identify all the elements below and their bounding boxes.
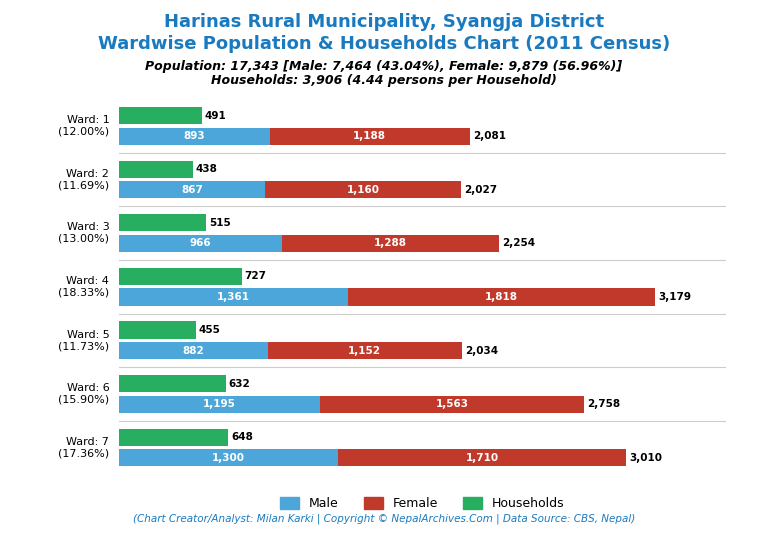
Bar (119, 214, 206, 232)
Text: 3,179: 3,179 (658, 292, 691, 302)
Text: 1,300: 1,300 (212, 453, 245, 463)
Text: Harinas Rural Municipality, Syangja District: Harinas Rural Municipality, Syangja Dist… (164, 13, 604, 32)
Bar (349, 288, 655, 306)
Bar (119, 429, 228, 446)
Text: 1,818: 1,818 (485, 292, 518, 302)
Text: 632: 632 (229, 378, 250, 389)
Text: 648: 648 (231, 432, 253, 442)
Text: 3,010: 3,010 (629, 453, 662, 463)
Bar (282, 235, 499, 252)
Bar (119, 322, 196, 339)
Bar (119, 161, 193, 178)
Text: 2,034: 2,034 (465, 346, 498, 356)
Bar (265, 181, 461, 198)
Bar (119, 449, 338, 466)
Text: Population: 17,343 [Male: 7,464 (43.04%), Female: 9,879 (56.96%)]: Population: 17,343 [Male: 7,464 (43.04%)… (145, 60, 623, 73)
Legend: Male, Female, Households: Male, Female, Households (276, 492, 569, 515)
Text: 2,027: 2,027 (464, 185, 497, 195)
Bar (270, 128, 470, 145)
Text: Households: 3,906 (4.44 persons per Household): Households: 3,906 (4.44 persons per Hous… (211, 74, 557, 87)
Bar (119, 235, 282, 252)
Text: 882: 882 (183, 346, 204, 356)
Bar (268, 342, 462, 359)
Text: 2,254: 2,254 (502, 239, 535, 249)
Bar (119, 107, 202, 124)
Text: 727: 727 (244, 271, 266, 281)
Bar (119, 396, 320, 413)
Text: 1,152: 1,152 (348, 346, 381, 356)
Text: 1,288: 1,288 (374, 239, 407, 249)
Bar (320, 396, 584, 413)
Text: 438: 438 (196, 164, 218, 174)
Text: 1,160: 1,160 (346, 185, 379, 195)
Text: 893: 893 (184, 131, 205, 142)
Text: 867: 867 (181, 185, 203, 195)
Text: 1,563: 1,563 (435, 399, 468, 410)
Text: 1,188: 1,188 (353, 131, 386, 142)
Bar (119, 375, 226, 392)
Text: 1,361: 1,361 (217, 292, 250, 302)
Text: Wardwise Population & Households Chart (2011 Census): Wardwise Population & Households Chart (… (98, 35, 670, 53)
Text: (Chart Creator/Analyst: Milan Karki | Copyright © NepalArchives.Com | Data Sourc: (Chart Creator/Analyst: Milan Karki | Co… (133, 513, 635, 524)
Bar (119, 288, 349, 306)
Text: 491: 491 (205, 110, 227, 121)
Bar (119, 181, 265, 198)
Bar (119, 128, 270, 145)
Bar (119, 268, 242, 285)
Bar (338, 449, 627, 466)
Text: 1,195: 1,195 (204, 399, 237, 410)
Text: 515: 515 (209, 218, 230, 228)
Text: 1,710: 1,710 (465, 453, 498, 463)
Text: 455: 455 (199, 325, 220, 335)
Bar (119, 342, 268, 359)
Text: 2,758: 2,758 (587, 399, 620, 410)
Text: 2,081: 2,081 (473, 131, 506, 142)
Text: 966: 966 (190, 239, 211, 249)
